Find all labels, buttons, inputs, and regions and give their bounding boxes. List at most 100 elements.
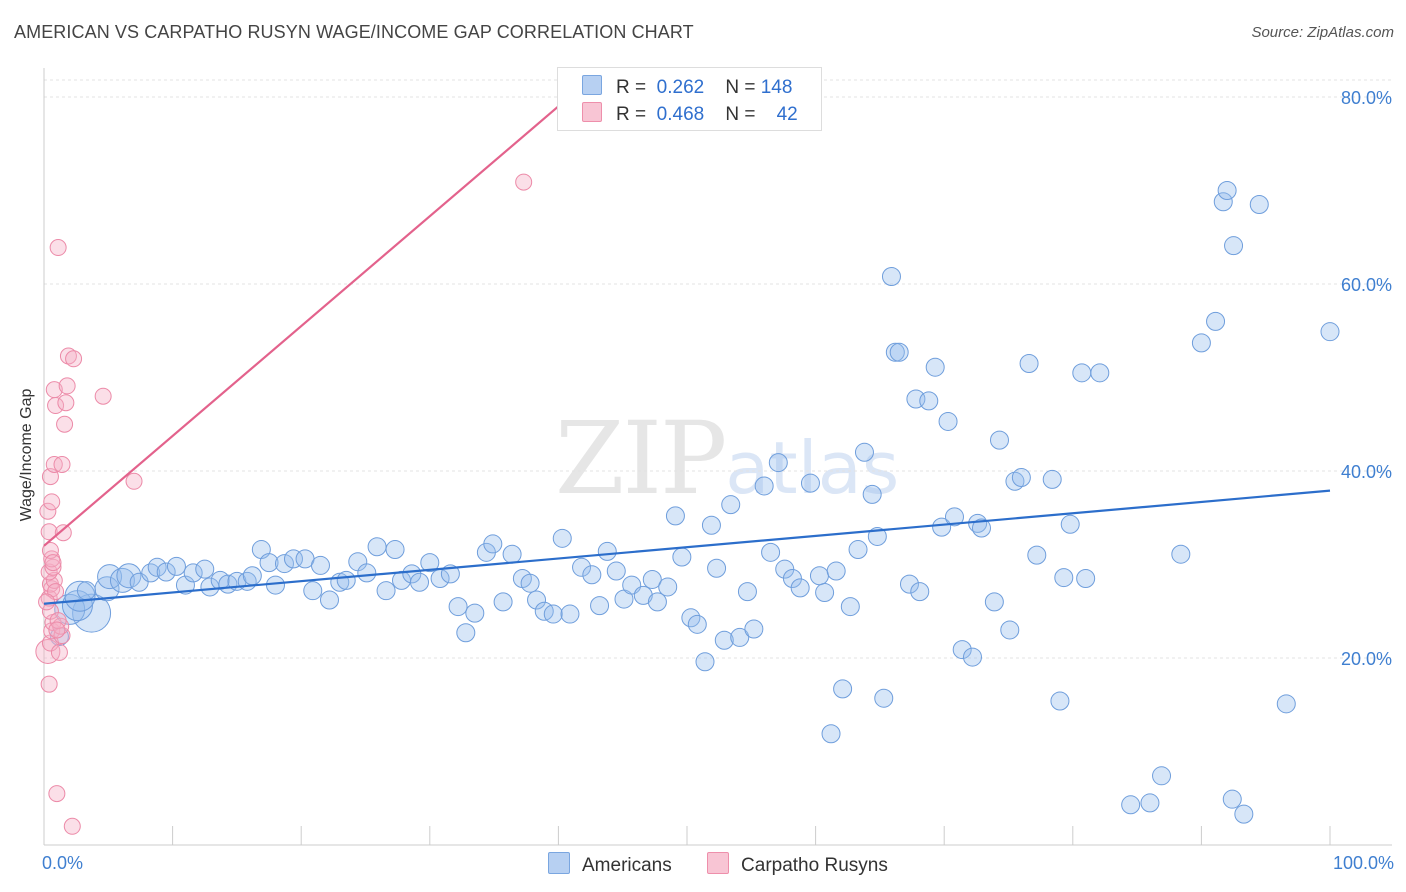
point-americans xyxy=(1011,468,1031,488)
point-americans xyxy=(910,582,930,602)
point-carpatho-rusyns xyxy=(44,554,62,572)
point-americans xyxy=(109,567,135,593)
point-carpatho-rusyns xyxy=(54,524,72,542)
point-americans xyxy=(385,540,405,560)
point-americans xyxy=(543,604,563,624)
point-americans xyxy=(768,453,788,473)
point-americans xyxy=(881,267,901,287)
point-americans xyxy=(925,357,945,377)
point-americans xyxy=(647,592,667,612)
legend-n-value: 42 xyxy=(776,104,798,125)
trend-line-americans xyxy=(43,489,1331,605)
point-americans xyxy=(687,614,707,634)
point-americans xyxy=(1019,353,1039,373)
point-americans xyxy=(527,590,547,610)
point-americans xyxy=(1090,363,1110,383)
legend-n-label: N = xyxy=(725,77,756,98)
point-americans xyxy=(1027,545,1047,565)
point-americans xyxy=(1234,804,1254,824)
point-carpatho-rusyns xyxy=(63,817,81,835)
point-carpatho-rusyns xyxy=(45,381,63,399)
point-americans xyxy=(456,623,476,643)
point-americans xyxy=(520,573,540,593)
point-americans xyxy=(1042,469,1062,489)
point-americans xyxy=(259,553,279,573)
point-americans xyxy=(1140,793,1160,813)
point-carpatho-rusyns xyxy=(57,394,75,412)
point-americans xyxy=(1217,181,1237,200)
point-americans xyxy=(862,484,882,504)
point-americans xyxy=(283,549,303,569)
point-americans xyxy=(175,575,195,595)
point-americans xyxy=(658,577,678,597)
point-carpatho-rusyns xyxy=(59,347,77,365)
point-americans xyxy=(790,578,810,598)
point-americans xyxy=(183,563,203,583)
legend-swatch-carpatho-rusyns xyxy=(582,102,602,122)
legend-swatch-americans xyxy=(582,75,602,95)
axes xyxy=(43,68,1392,846)
point-carpatho-rusyns xyxy=(515,173,533,191)
point-carpatho-rusyns xyxy=(50,643,68,661)
legend-item-carpatho-rusyns[interactable]: Carpatho Rusyns xyxy=(707,852,888,877)
point-americans xyxy=(1222,789,1242,809)
point-americans xyxy=(938,411,958,431)
point-carpatho-rusyns xyxy=(43,493,61,511)
point-americans xyxy=(502,544,522,564)
point-americans xyxy=(465,603,485,623)
point-americans xyxy=(72,593,112,633)
point-americans xyxy=(1060,514,1080,534)
point-americans xyxy=(1213,192,1233,212)
point-americans xyxy=(367,537,387,557)
point-americans xyxy=(582,565,602,585)
point-americans xyxy=(1224,236,1244,256)
point-carpatho-rusyns xyxy=(58,377,76,395)
point-americans xyxy=(303,581,323,601)
point-americans xyxy=(721,495,741,515)
point-americans xyxy=(156,562,176,582)
point-americans xyxy=(701,515,721,535)
y-tick-label: 60.0% xyxy=(1341,275,1392,295)
point-americans xyxy=(1171,544,1191,564)
legend-item-americans[interactable]: Americans xyxy=(548,852,672,877)
point-carpatho-rusyns xyxy=(48,785,66,803)
point-americans xyxy=(76,581,96,601)
point-americans xyxy=(944,507,964,527)
legend-row-americans: R = 0.262 N = 148 xyxy=(582,75,792,99)
trend-line-carpatho-rusyns xyxy=(43,105,560,547)
point-americans xyxy=(572,557,592,577)
point-americans xyxy=(116,563,142,589)
point-carpatho-rusyns xyxy=(94,387,112,405)
tick-labels: 20.0% 40.0% 60.0% 80.0% 0.0% 100.0% xyxy=(42,88,1394,873)
point-carpatho-rusyns xyxy=(49,239,67,257)
point-americans xyxy=(274,554,294,574)
point-carpatho-rusyns xyxy=(65,350,83,368)
point-americans xyxy=(1050,691,1070,711)
point-americans xyxy=(1005,471,1025,491)
point-carpatho-rusyns xyxy=(44,558,62,576)
point-americans xyxy=(714,630,734,650)
point-carpatho-rusyns xyxy=(39,502,57,520)
point-americans xyxy=(597,541,617,561)
point-americans xyxy=(984,592,1004,612)
point-americans xyxy=(1076,569,1096,589)
legend-r-value: 0.262 xyxy=(656,77,705,98)
legend-swatch-americans xyxy=(548,852,570,874)
point-americans xyxy=(336,570,356,590)
legend-n-label: N = xyxy=(725,104,756,125)
point-americans xyxy=(962,647,982,667)
point-americans xyxy=(833,679,853,699)
y-tick-label: 80.0% xyxy=(1341,88,1392,108)
point-americans xyxy=(989,430,1009,450)
correlation-legend: R = 0.262 N = 148 R = 0.468 N = 42 xyxy=(557,67,822,131)
point-americans xyxy=(493,592,513,612)
watermark: ZIPatlas xyxy=(555,400,899,517)
point-americans xyxy=(1320,322,1340,342)
point-americans xyxy=(560,604,580,624)
point-americans xyxy=(1121,795,1141,815)
legend-r-label: R = xyxy=(616,104,647,125)
legend-n-value: 148 xyxy=(760,77,793,98)
x-tick-label-min: 0.0% xyxy=(42,853,83,873)
point-americans xyxy=(310,555,330,575)
series-legend: Americans Carpatho Rusyns xyxy=(548,852,918,877)
